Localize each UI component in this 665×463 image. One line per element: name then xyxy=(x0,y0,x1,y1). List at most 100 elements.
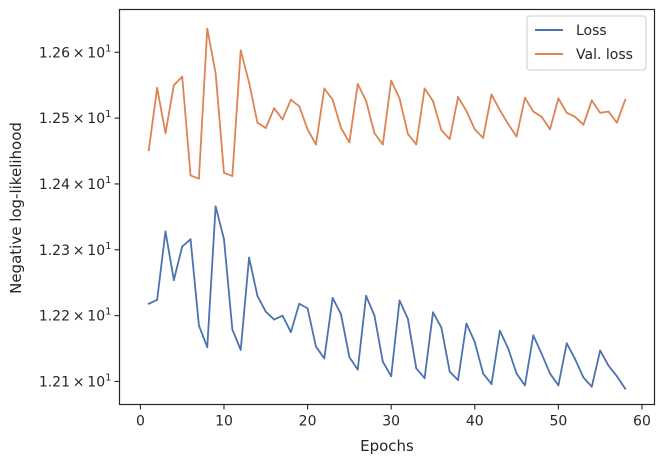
data-point-val-loss xyxy=(532,110,535,113)
data-point-loss xyxy=(465,322,468,325)
data-point-loss xyxy=(390,375,393,378)
data-point-val-loss xyxy=(164,132,167,135)
data-point-val-loss xyxy=(298,105,301,108)
data-point-loss xyxy=(264,310,267,313)
y-tick-label: 1.26 × 101 xyxy=(39,43,112,61)
data-point-val-loss xyxy=(599,111,602,114)
data-point-loss xyxy=(507,347,510,350)
data-point-val-loss xyxy=(248,81,250,84)
data-point-loss xyxy=(574,358,576,360)
data-point-loss xyxy=(164,230,167,233)
data-point-loss xyxy=(498,329,501,332)
data-point-loss xyxy=(181,245,184,248)
data-point-val-loss xyxy=(473,128,476,131)
data-point-loss xyxy=(256,294,259,297)
data-point-loss xyxy=(607,364,610,367)
x-tick-label: 40 xyxy=(466,414,484,430)
data-point-val-loss xyxy=(331,98,334,101)
series-line-val-loss xyxy=(147,27,627,180)
data-point-loss xyxy=(590,385,593,388)
data-point-loss xyxy=(331,296,334,299)
data-point-val-loss xyxy=(264,127,267,129)
y-axis-label: Negative log-likelihood xyxy=(7,122,25,294)
data-point-loss xyxy=(281,314,284,317)
data-point-loss xyxy=(406,318,409,320)
data-point-val-loss xyxy=(256,121,259,124)
data-point-val-loss xyxy=(607,110,610,113)
data-point-loss xyxy=(599,349,602,352)
data-point-loss xyxy=(582,376,585,379)
data-point-val-loss xyxy=(172,84,175,87)
data-point-val-loss xyxy=(198,177,200,180)
data-point-loss xyxy=(223,238,225,241)
data-point-loss xyxy=(348,356,351,358)
data-point-val-loss xyxy=(490,93,493,96)
data-point-loss xyxy=(340,313,342,316)
data-point-val-loss xyxy=(156,86,159,89)
data-point-val-loss xyxy=(432,100,434,102)
data-point-val-loss xyxy=(273,107,276,110)
x-axis-label: Epochs xyxy=(360,437,414,455)
x-tick-label: 30 xyxy=(382,414,400,430)
data-point-val-loss xyxy=(214,72,217,75)
data-point-val-loss xyxy=(147,149,150,152)
data-point-loss xyxy=(214,205,217,208)
data-point-val-loss xyxy=(524,96,526,99)
legend-label-loss: Loss xyxy=(576,23,607,39)
data-point-loss xyxy=(298,302,301,305)
data-point-loss xyxy=(323,357,326,360)
data-point-val-loss xyxy=(615,121,618,124)
data-point-loss xyxy=(615,375,618,378)
data-point-loss xyxy=(356,368,359,371)
data-point-loss xyxy=(273,318,276,321)
data-point-loss xyxy=(549,372,551,375)
data-point-val-loss xyxy=(239,49,242,52)
data-point-val-loss xyxy=(565,111,568,114)
data-point-val-loss xyxy=(498,109,501,112)
data-point-loss xyxy=(189,238,192,241)
data-point-val-loss xyxy=(340,127,342,129)
x-tick-label: 50 xyxy=(549,414,567,430)
data-point-val-loss xyxy=(206,27,209,30)
data-point-loss xyxy=(415,367,418,370)
x-tick-label: 20 xyxy=(299,414,317,430)
data-point-val-loss xyxy=(390,79,393,82)
data-point-loss xyxy=(306,307,309,310)
data-point-loss xyxy=(532,334,535,337)
data-point-loss xyxy=(289,331,292,333)
x-tick-label: 60 xyxy=(633,414,651,430)
data-point-val-loss xyxy=(348,141,351,144)
data-point-val-loss xyxy=(440,129,443,131)
data-point-loss xyxy=(231,328,234,331)
series-line-loss xyxy=(147,205,627,390)
data-point-val-loss xyxy=(624,98,627,101)
data-point-loss xyxy=(432,311,434,314)
data-point-val-loss xyxy=(423,87,426,90)
data-point-loss xyxy=(315,345,317,348)
data-point-loss xyxy=(423,377,426,380)
data-point-loss xyxy=(490,383,493,385)
data-point-val-loss xyxy=(465,109,468,112)
data-point-loss xyxy=(381,360,384,363)
data-point-val-loss xyxy=(415,143,418,146)
data-point-val-loss xyxy=(457,96,459,98)
data-point-loss xyxy=(457,379,459,382)
y-axis-ticks: 1.21 × 101 1.22 × 101 1.23 × 101 1.24 × 101… xyxy=(39,43,120,390)
x-tick-label: 10 xyxy=(215,414,233,430)
data-point-val-loss xyxy=(323,87,326,90)
data-point-val-loss xyxy=(549,128,551,131)
data-point-loss xyxy=(198,324,200,327)
data-point-val-loss xyxy=(231,175,234,177)
data-point-loss xyxy=(515,372,518,375)
legend-label-val-loss: Val. loss xyxy=(576,47,633,63)
y-tick-label: 1.25 × 101 xyxy=(39,109,112,127)
data-point-val-loss xyxy=(315,143,317,146)
data-point-val-loss xyxy=(181,75,184,78)
y-tick-label: 1.23 × 101 xyxy=(39,241,112,259)
data-point-loss xyxy=(557,384,560,387)
data-point-val-loss xyxy=(289,98,292,101)
data-point-val-loss xyxy=(356,82,359,85)
data-point-val-loss xyxy=(281,118,284,121)
x-axis-ticks: 0 10 20 30 40 50 60 xyxy=(136,404,651,430)
